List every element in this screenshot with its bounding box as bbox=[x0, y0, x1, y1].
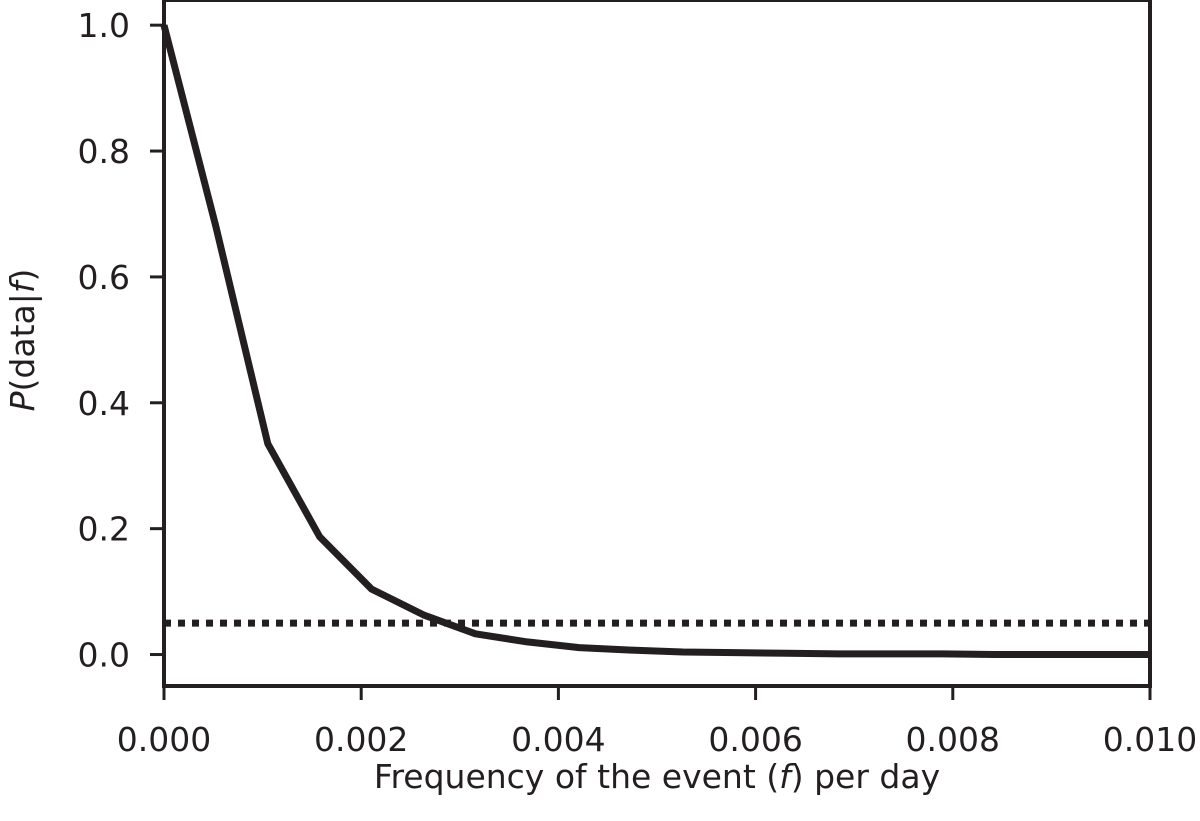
x-tick-label-5: 0.010 bbox=[1103, 720, 1197, 759]
likelihood-curve bbox=[160, 24, 1150, 658]
x-tick-label-0: 0.000 bbox=[117, 720, 211, 759]
y-axis-label: P(data|f) bbox=[3, 269, 42, 412]
x-tick-label-1: 0.002 bbox=[314, 720, 408, 759]
x-tick-label-2: 0.004 bbox=[511, 720, 605, 759]
y-axis-ticks: 0.0 0.2 0.4 0.6 0.8 1.0 bbox=[78, 6, 164, 675]
y-tick-label-5: 1.0 bbox=[78, 6, 130, 45]
plot-frame bbox=[162, 0, 1152, 688]
y-axis-label-end: ) bbox=[3, 269, 42, 282]
y-tick-label-3: 0.6 bbox=[78, 258, 130, 297]
y-tick-label-4: 0.8 bbox=[78, 132, 130, 171]
x-axis-ticks: 0.000 0.002 0.004 0.006 0.008 0.010 bbox=[117, 686, 1197, 759]
y-tick-label-1: 0.2 bbox=[78, 510, 130, 549]
series-layer bbox=[160, 24, 1150, 658]
y-axis-label-middle: (data| bbox=[3, 293, 42, 391]
x-axis-label: Frequency of the event (f) per day bbox=[374, 757, 940, 796]
x-tick-label-3: 0.006 bbox=[708, 720, 802, 759]
y-axis-label-variable: P bbox=[3, 391, 42, 411]
x-axis-label-suffix: ) per day bbox=[791, 757, 940, 796]
y-tick-label-2: 0.4 bbox=[78, 384, 130, 423]
y-tick-label-0: 0.0 bbox=[78, 636, 130, 675]
x-tick-label-4: 0.008 bbox=[906, 720, 1000, 759]
x-axis-label-prefix: Frequency of the event ( bbox=[374, 757, 779, 796]
